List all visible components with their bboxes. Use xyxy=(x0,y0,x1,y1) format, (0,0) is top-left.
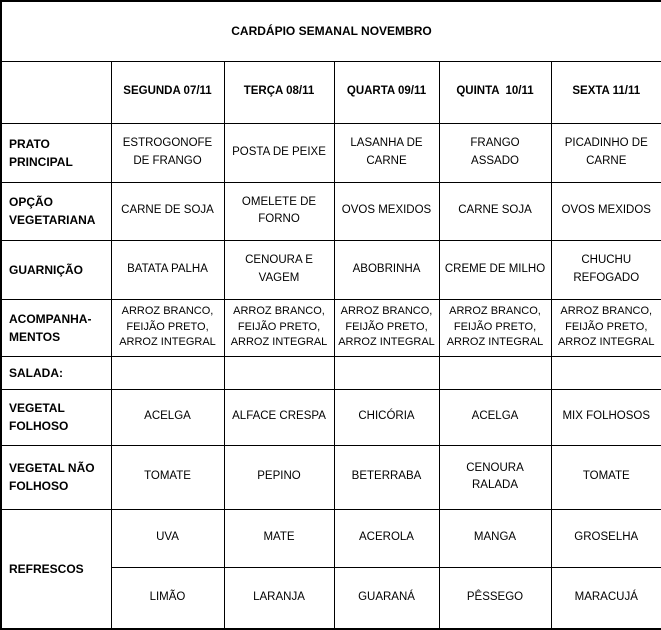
menu-cell: ACELGA xyxy=(438,388,552,446)
menu-cell: CARNE SOJA xyxy=(438,181,552,241)
menu-cell xyxy=(223,355,335,390)
menu-cell: LASANHA DE CARNE xyxy=(333,122,440,183)
menu-cell: MATE xyxy=(223,508,335,568)
menu-cell: TOMATE xyxy=(550,444,661,510)
menu-cell xyxy=(550,355,661,390)
menu-cell: MIX FOLHOSOS xyxy=(550,388,661,446)
row-label-opcao-vegetariana: OPÇÃO VEGETARIANA xyxy=(0,181,112,241)
row-label-acompanhamentos: ACOMPANHA- MENTOS xyxy=(0,298,112,357)
menu-cell: GUARANÁ xyxy=(333,566,440,630)
menu-cell: LARANJA xyxy=(223,566,335,630)
table-row: GUARNIÇÃO BATATA PALHA CENOURA E VAGEM A… xyxy=(0,239,661,300)
day-header-segunda: SEGUNDA 07/11 xyxy=(110,60,225,124)
menu-cell: OMELETE DE FORNO xyxy=(223,181,335,241)
menu-cell: CARNE DE SOJA xyxy=(110,181,225,241)
menu-cell: ARROZ BRANCO, FEIJÃO PRETO, ARROZ INTEGR… xyxy=(333,298,440,357)
menu-cell: ARROZ BRANCO, FEIJÃO PRETO, ARROZ INTEGR… xyxy=(223,298,335,357)
menu-cell: MANGA xyxy=(438,508,552,568)
table-row: PRATO PRINCIPAL ESTROGONOFE DE FRANGO PO… xyxy=(0,122,661,183)
corner-cell xyxy=(0,60,112,124)
menu-cell: LIMÃO xyxy=(110,566,225,630)
menu-cell: ALFACE CRESPA xyxy=(223,388,335,446)
title-row: CARDÁPIO SEMANAL NOVEMBRO xyxy=(0,0,661,62)
menu-cell: ARROZ BRANCO, FEIJÃO PRETO, ARROZ INTEGR… xyxy=(438,298,552,357)
menu-cell: ARROZ BRANCO, FEIJÃO PRETO, ARROZ INTEGR… xyxy=(550,298,661,357)
menu-cell: OVOS MEXIDOS xyxy=(333,181,440,241)
menu-cell: CENOURA E VAGEM xyxy=(223,239,335,300)
menu-cell xyxy=(110,355,225,390)
menu-cell: OVOS MEXIDOS xyxy=(550,181,661,241)
table-row: OPÇÃO VEGETARIANA CARNE DE SOJA OMELETE … xyxy=(0,181,661,241)
table-row: LIMÃO LARANJA GUARANÁ PÊSSEGO MARACUJÁ xyxy=(1,566,661,630)
menu-cell xyxy=(438,355,552,390)
header-row: SEGUNDA 07/11 TERÇA 08/11 QUARTA 09/11 Q… xyxy=(0,60,661,124)
table-row: ACOMPANHA- MENTOS ARROZ BRANCO, FEIJÃO P… xyxy=(0,298,661,357)
day-header-quarta: QUARTA 09/11 xyxy=(333,60,440,124)
table-row: VEGETAL NÃO FOLHOSO TOMATE PEPINO BETERR… xyxy=(0,444,661,510)
row-label-vegetal-nao-folhoso: VEGETAL NÃO FOLHOSO xyxy=(0,444,112,510)
menu-cell: CHUCHU REFOGADO xyxy=(550,239,661,300)
row-label-guarnicao: GUARNIÇÃO xyxy=(0,239,112,300)
table-title: CARDÁPIO SEMANAL NOVEMBRO xyxy=(0,0,661,62)
table-row: REFRESCOS UVA MATE ACEROLA MANGA GROSELH… xyxy=(0,508,661,630)
menu-cell: CHICÓRIA xyxy=(333,388,440,446)
menu-cell: ACELGA xyxy=(110,388,225,446)
menu-cell: FRANGO ASSADO xyxy=(438,122,552,183)
table-row: VEGETAL FOLHOSO ACELGA ALFACE CRESPA CHI… xyxy=(0,388,661,446)
menu-cell: GROSELHA xyxy=(550,508,661,568)
menu-cell xyxy=(333,355,440,390)
menu-cell: CREME DE MILHO xyxy=(438,239,552,300)
menu-cell: POSTA DE PEIXE xyxy=(223,122,335,183)
menu-cell: ACEROLA xyxy=(333,508,440,568)
menu-cell: ARROZ BRANCO, FEIJÃO PRETO, ARROZ INTEGR… xyxy=(110,298,225,357)
menu-cell: BETERRABA xyxy=(333,444,440,510)
row-label-salada: SALADA: xyxy=(0,355,112,390)
day-header-terca: TERÇA 08/11 xyxy=(223,60,335,124)
row-label-refrescos: REFRESCOS xyxy=(0,508,112,630)
menu-cell: BATATA PALHA xyxy=(110,239,225,300)
row-label-prato-principal: PRATO PRINCIPAL xyxy=(0,122,112,183)
menu-cell: PÊSSEGO xyxy=(438,566,552,630)
day-header-sexta: SEXTA 11/11 xyxy=(550,60,661,124)
menu-cell: MARACUJÁ xyxy=(550,566,661,630)
menu-cell: CENOURA RALADA xyxy=(438,444,552,510)
menu-cell: ABOBRINHA xyxy=(333,239,440,300)
menu-cell: UVA xyxy=(110,508,225,568)
menu-cell: PEPINO xyxy=(223,444,335,510)
menu-cell: PICADINHO DE CARNE xyxy=(550,122,661,183)
menu-cell: TOMATE xyxy=(110,444,225,510)
table-row: SALADA: xyxy=(0,355,661,390)
row-label-vegetal-folhoso: VEGETAL FOLHOSO xyxy=(0,388,112,446)
day-header-quinta: QUINTA 10/11 xyxy=(438,60,552,124)
menu-cell: ESTROGONOFE DE FRANGO xyxy=(110,122,225,183)
